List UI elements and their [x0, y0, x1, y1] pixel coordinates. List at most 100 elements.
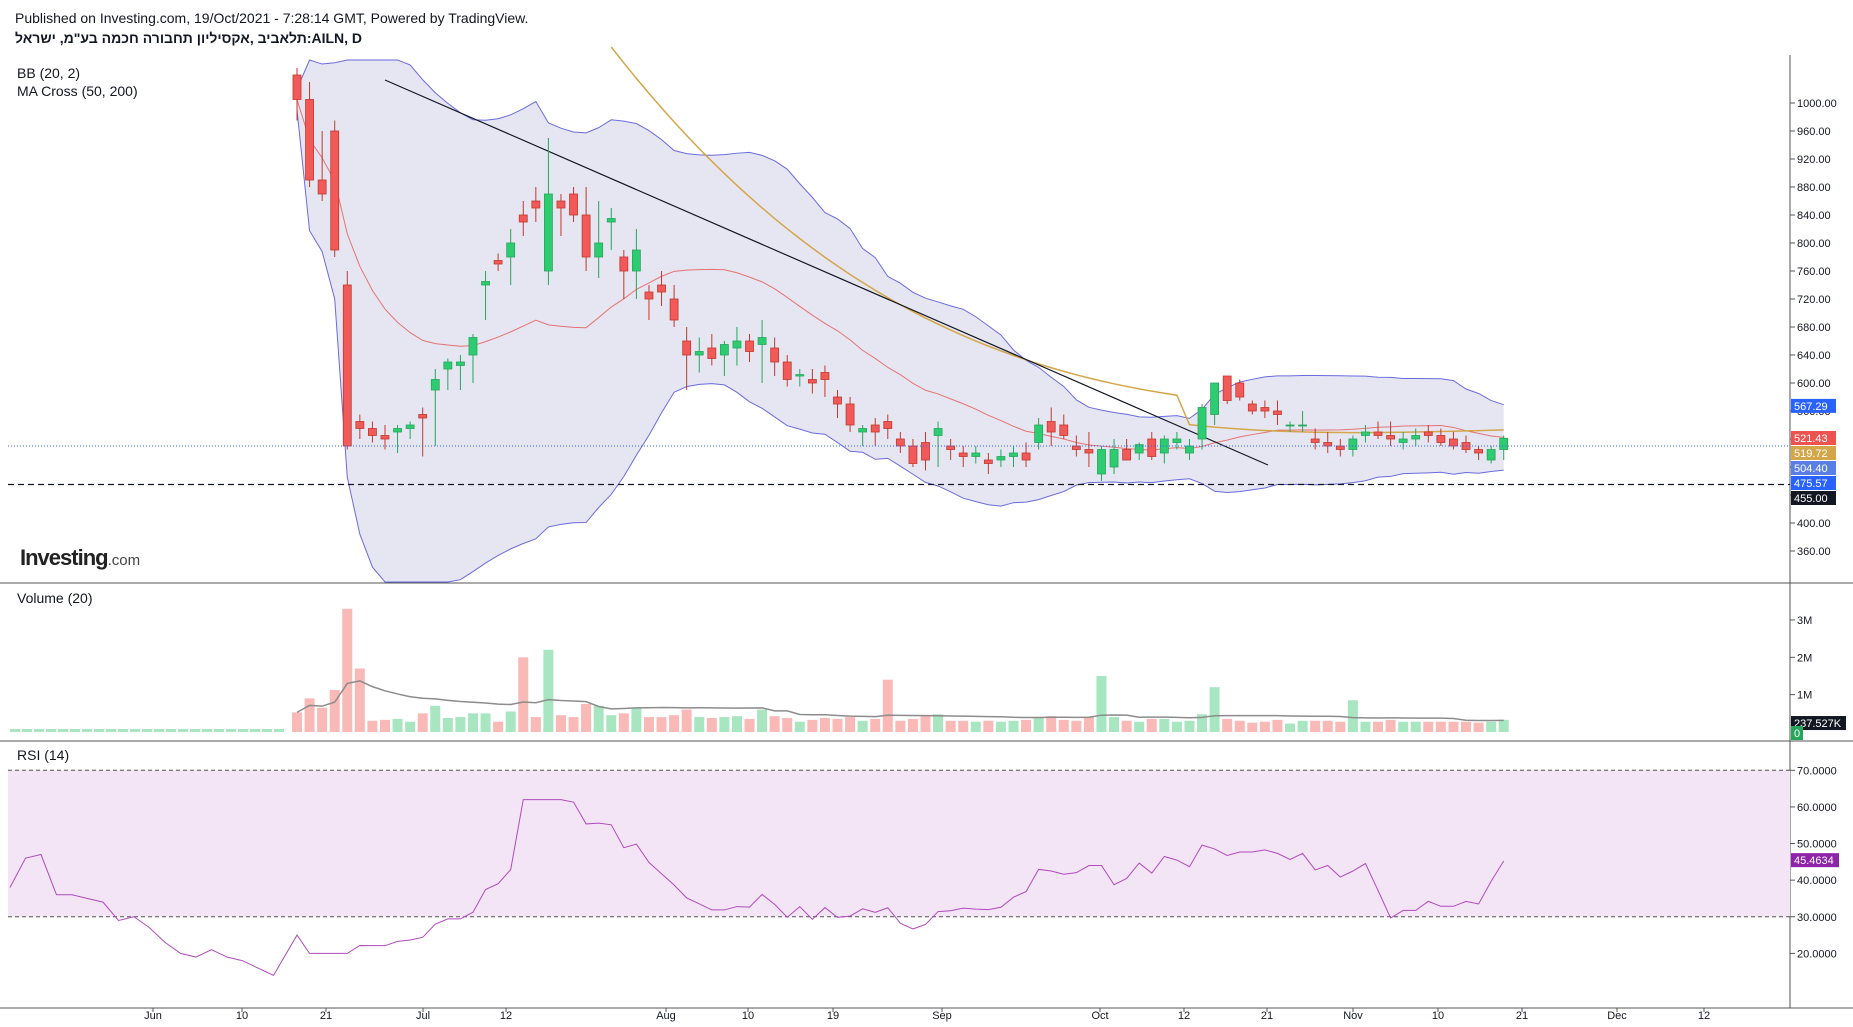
- volume-bar: [706, 717, 717, 732]
- volume-bar: [1272, 719, 1283, 732]
- candle-body: [1373, 431, 1383, 436]
- candle-body: [1348, 438, 1358, 450]
- candle-body: [531, 200, 541, 209]
- candle-body: [845, 403, 855, 426]
- candle-body: [657, 284, 666, 293]
- volume-tick-label: 1M: [1797, 690, 1812, 702]
- volume-bar: [995, 721, 1006, 732]
- time-tick-label: Jul: [416, 1010, 430, 1022]
- logo-suffix: .com: [107, 552, 141, 569]
- candle-body: [569, 193, 578, 216]
- candles: [292, 68, 1509, 481]
- volume-bar: [1259, 721, 1270, 732]
- rsi-tick-label: 20.0000: [1797, 948, 1837, 960]
- price-badge-label: 521.43: [1794, 433, 1828, 445]
- volume-bar: [656, 717, 667, 732]
- price-badge: [1791, 475, 1836, 490]
- volume-bar: [94, 729, 104, 732]
- candle-body: [1122, 449, 1132, 461]
- time-tick-label: 10: [1432, 1010, 1444, 1022]
- bb-fill: [297, 60, 1504, 582]
- candle-body: [1247, 403, 1257, 412]
- candle-body: [1147, 438, 1157, 457]
- volume-bar: [34, 729, 44, 732]
- trendline: [384, 79, 1269, 466]
- volume-bar: [543, 649, 554, 732]
- price-tick-label: 800.00: [1797, 238, 1831, 250]
- volume-bar: [1322, 720, 1333, 732]
- volume-bar: [1096, 675, 1107, 732]
- volume-bar: [505, 711, 516, 732]
- volume-bar: [907, 718, 918, 732]
- volume-bar: [958, 720, 969, 732]
- time-tick-label: 12: [1178, 1010, 1190, 1022]
- volume-bar: [142, 729, 152, 732]
- volume-tick-label: 3M: [1797, 615, 1812, 627]
- candle-body: [1046, 421, 1056, 433]
- rsi-badge-label: 45.4634: [1794, 855, 1834, 867]
- time-tick-label: Dec: [1607, 1010, 1627, 1022]
- candle-body: [1499, 437, 1509, 450]
- legend-volume: Volume (20): [17, 590, 93, 606]
- volume-bar: [1448, 721, 1459, 732]
- volume-bar: [1410, 721, 1421, 732]
- rsi-tick-label: 40.0000: [1797, 875, 1837, 887]
- volume-bar: [1083, 717, 1094, 732]
- price-tick-label: 600.00: [1797, 378, 1831, 390]
- candle-body: [770, 347, 780, 363]
- volume-bar: [1360, 721, 1371, 732]
- volume-badge-label: 237.527K: [1794, 718, 1842, 730]
- volume-tick-label: 2M: [1797, 652, 1812, 664]
- volume-bar: [807, 719, 818, 732]
- time-tick-label: 12: [500, 1010, 512, 1022]
- volume-bar: [262, 729, 272, 732]
- published-line: Published on Investing.com, 19/Oct/2021 …: [15, 10, 529, 26]
- volume-bar: [631, 707, 642, 732]
- candle-body: [971, 452, 981, 457]
- volume-bar: [1046, 716, 1057, 732]
- candle-body: [1071, 445, 1081, 450]
- rsi-tick-label: 30.0000: [1797, 912, 1837, 924]
- candle-body: [1172, 438, 1182, 443]
- volume-bar: [1335, 721, 1346, 732]
- candle-body: [1059, 424, 1069, 436]
- price-levels: [8, 445, 1790, 486]
- time-tick-label: Oct: [1091, 1010, 1108, 1022]
- volume-bar: [467, 713, 478, 732]
- time-tick-label: Jun: [144, 1010, 162, 1022]
- candle-body: [1310, 438, 1320, 443]
- volume-zero-badge: [1791, 726, 1803, 740]
- volume-bar: [342, 608, 353, 732]
- candle-body: [921, 442, 930, 461]
- trendline-down: [384, 79, 1269, 466]
- candle-body: [355, 421, 365, 429]
- volume-bar: [238, 729, 248, 732]
- volume-bar: [1121, 720, 1132, 732]
- candle-body: [430, 379, 440, 391]
- volume-bar: [606, 715, 617, 732]
- candle-body: [393, 428, 402, 433]
- volume-bar: [870, 718, 881, 732]
- candle-body: [1260, 407, 1270, 412]
- volume-ma-line: [296, 680, 1504, 722]
- candle-body: [795, 374, 805, 377]
- volume-bar: [1058, 719, 1069, 732]
- candle-body: [644, 291, 654, 300]
- volume-bar: [130, 729, 140, 732]
- candle-body: [1285, 424, 1295, 427]
- volume-bar: [1385, 719, 1396, 732]
- candle-body: [1411, 435, 1421, 440]
- candle-body: [418, 414, 428, 419]
- volume-bar: [202, 729, 212, 732]
- price-badge-label: 455.00: [1794, 493, 1828, 505]
- volume-bar: [154, 729, 164, 732]
- candle-body: [468, 337, 478, 356]
- volume-bar: [782, 717, 793, 732]
- volume-bar: [694, 717, 705, 732]
- volume-bar: [731, 716, 742, 732]
- volume-bar: [214, 729, 224, 732]
- candle-body: [1134, 444, 1144, 454]
- volume-bar: [46, 729, 56, 732]
- candle-body: [669, 298, 679, 321]
